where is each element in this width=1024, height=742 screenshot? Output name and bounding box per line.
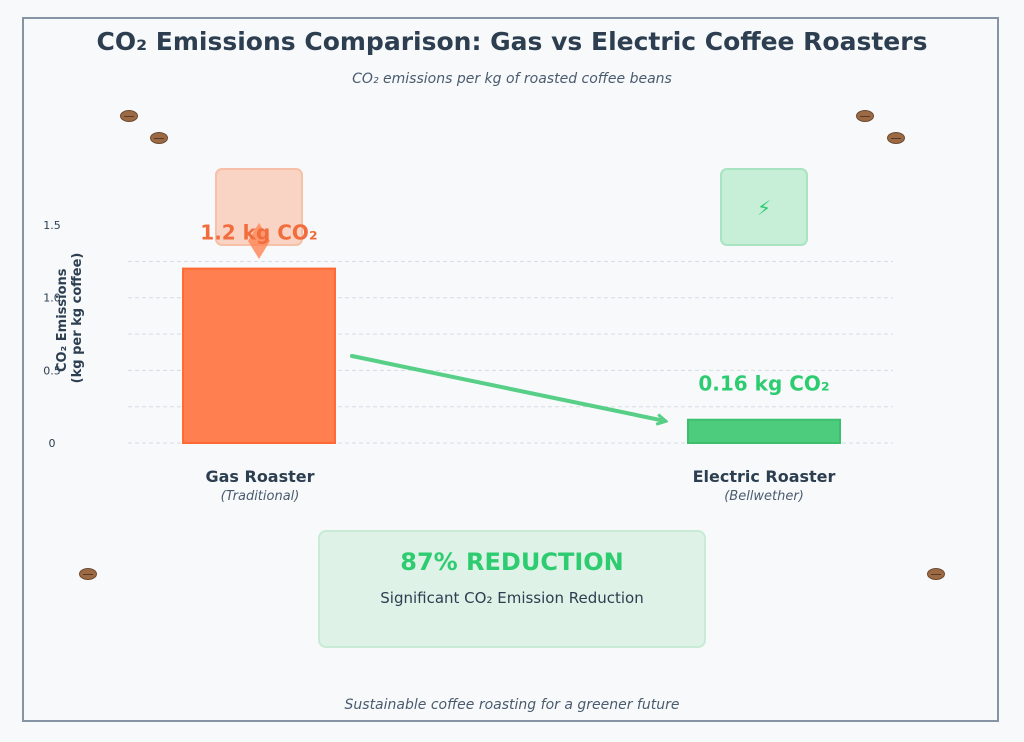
y-tick-label: 1.0 xyxy=(43,292,61,305)
category-subtitle-gas: (Traditional) xyxy=(220,489,300,504)
reduction-summary-box: 87% REDUCTION Significant CO₂ Emission R… xyxy=(318,530,706,648)
coffee-bean-icon xyxy=(856,110,874,122)
category-label-gas: Gas Roaster xyxy=(205,467,315,486)
coffee-bean-icon xyxy=(79,568,97,580)
reduction-headline: 87% REDUCTION xyxy=(400,548,624,576)
chart-subtitle: CO₂ emissions per kg of roasted coffee b… xyxy=(352,71,672,87)
y-tick-label: 1.5 xyxy=(43,219,61,232)
y-axis-label-line-2: (kg per kg coffee) xyxy=(70,253,85,384)
coffee-bean-icon xyxy=(120,110,138,122)
chart-frame xyxy=(22,17,999,722)
data-label-gas: 1.2 kg CO₂ xyxy=(200,221,317,245)
y-axis-label-line-1: CO₂ Emissions xyxy=(55,268,70,372)
reduction-caption: Significant CO₂ Emission Reduction xyxy=(380,589,644,607)
reduction-arrow xyxy=(350,354,665,421)
bar-gas xyxy=(182,267,336,444)
y-tick-label: 0.5 xyxy=(43,364,61,377)
bar-electric xyxy=(687,418,841,445)
coffee-bean-icon xyxy=(927,568,945,580)
y-tick-label: 0 xyxy=(49,437,56,450)
coffee-bean-icon xyxy=(887,132,905,144)
footer-caption: Sustainable coffee roasting for a greene… xyxy=(344,697,680,713)
y-axis-label: CO₂ Emissions (kg per kg coffee) xyxy=(55,253,85,384)
flame-icon xyxy=(248,223,270,259)
category-subtitle-electric: (Bellwether) xyxy=(724,489,804,504)
data-label-electric: 0.16 kg CO₂ xyxy=(698,372,829,396)
chart-title: CO₂ Emissions Comparison: Gas vs Electri… xyxy=(96,27,928,56)
category-label-electric: Electric Roaster xyxy=(692,467,836,486)
lightning-bolt-icon: ⚡ xyxy=(757,196,771,220)
coffee-bean-icon xyxy=(150,132,168,144)
electric-icon-card xyxy=(720,168,808,246)
